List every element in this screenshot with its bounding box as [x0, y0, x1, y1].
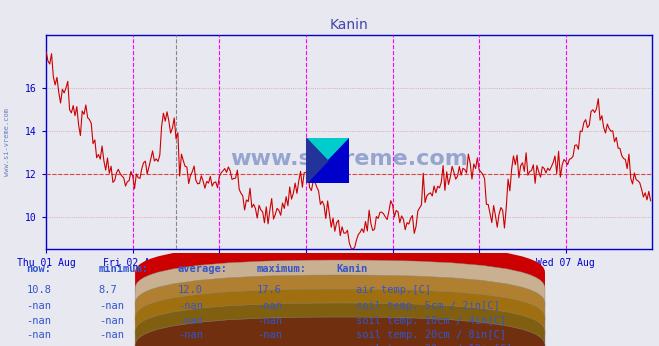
Text: maximum:: maximum: [257, 264, 307, 274]
Text: now:: now: [26, 264, 51, 274]
Polygon shape [306, 138, 328, 183]
Text: -nan: -nan [257, 330, 282, 340]
Text: -nan: -nan [99, 344, 124, 346]
Text: -nan: -nan [178, 316, 203, 326]
Text: 12.0: 12.0 [178, 285, 203, 295]
Text: -nan: -nan [257, 301, 282, 311]
Text: soil temp. 5cm / 2in[C]: soil temp. 5cm / 2in[C] [356, 301, 500, 311]
Text: www.si-vreme.com: www.si-vreme.com [4, 108, 10, 176]
Text: -nan: -nan [26, 344, 51, 346]
Text: average:: average: [178, 264, 228, 274]
Text: 10.8: 10.8 [26, 285, 51, 295]
Text: -nan: -nan [26, 316, 51, 326]
Text: -nan: -nan [99, 330, 124, 340]
FancyBboxPatch shape [135, 289, 545, 346]
FancyBboxPatch shape [135, 317, 545, 346]
Text: -nan: -nan [178, 344, 203, 346]
Text: air temp.[C]: air temp.[C] [356, 285, 431, 295]
Polygon shape [306, 138, 349, 183]
Text: -nan: -nan [257, 344, 282, 346]
Text: -nan: -nan [178, 330, 203, 340]
FancyBboxPatch shape [135, 260, 545, 333]
FancyBboxPatch shape [135, 303, 545, 346]
FancyBboxPatch shape [135, 244, 545, 317]
Text: -nan: -nan [257, 316, 282, 326]
Text: -nan: -nan [99, 316, 124, 326]
Title: Kanin: Kanin [330, 18, 368, 32]
Text: -nan: -nan [26, 330, 51, 340]
Text: -nan: -nan [26, 301, 51, 311]
Text: soil temp. 10cm / 4in[C]: soil temp. 10cm / 4in[C] [356, 316, 506, 326]
Polygon shape [306, 138, 349, 183]
FancyBboxPatch shape [135, 275, 545, 346]
Text: -nan: -nan [99, 301, 124, 311]
Text: minimum:: minimum: [99, 264, 149, 274]
Text: -nan: -nan [178, 301, 203, 311]
Polygon shape [306, 138, 349, 183]
Text: Kanin: Kanin [336, 264, 367, 274]
Text: soil temp. 30cm / 12in[C]: soil temp. 30cm / 12in[C] [356, 344, 512, 346]
Text: soil temp. 20cm / 8in[C]: soil temp. 20cm / 8in[C] [356, 330, 506, 340]
Text: 17.6: 17.6 [257, 285, 282, 295]
Text: 8.7: 8.7 [99, 285, 117, 295]
Text: www.si-vreme.com: www.si-vreme.com [230, 149, 469, 169]
